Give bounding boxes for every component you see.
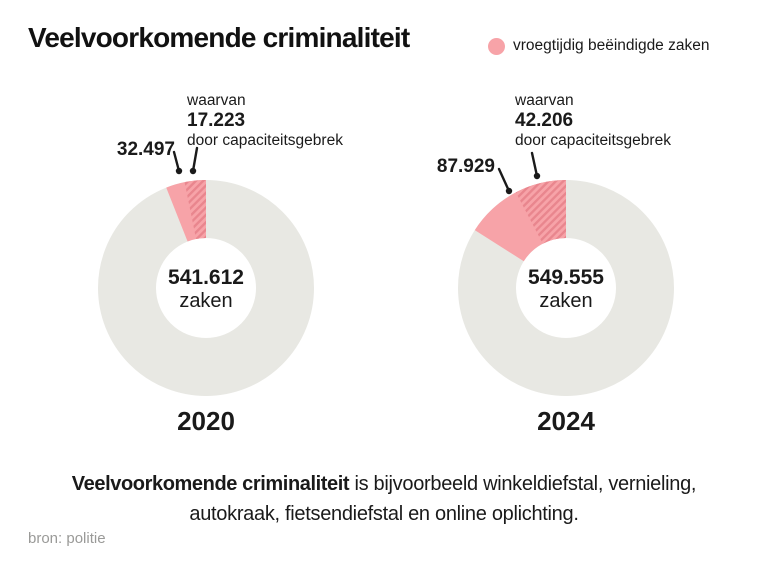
legend-label: vroegtijdig beëindigde zaken bbox=[513, 37, 710, 54]
year-label-2020: 2020 bbox=[177, 406, 235, 436]
leader-line bbox=[530, 151, 539, 178]
leader-line bbox=[191, 146, 199, 173]
legend: vroegtijdig beëindigde zaken bbox=[488, 37, 709, 55]
description-line1: Veelvoorkomende criminaliteit is bijvoor… bbox=[0, 469, 768, 499]
source-credit: bron: politie bbox=[28, 530, 106, 547]
leader-dot bbox=[533, 172, 541, 180]
description: Veelvoorkomende criminaliteit is bijvoor… bbox=[0, 469, 768, 529]
annotation-suffix: door capaciteitsgebrek bbox=[515, 132, 671, 149]
annotation-2024: waarvan 42.206 door capaciteitsgebrek bbox=[515, 91, 671, 150]
annotation-prefix: waarvan bbox=[187, 92, 246, 109]
leader-line bbox=[497, 167, 511, 193]
leader-dot bbox=[189, 167, 197, 175]
description-line2: autokraak, fietsendiefstal en online opl… bbox=[189, 503, 579, 525]
total-value-2020: 541.612 bbox=[168, 266, 244, 289]
annotation-suffix: door capaciteitsgebrek bbox=[187, 132, 343, 149]
leader-line bbox=[172, 150, 181, 173]
total-unit-2024: zaken bbox=[539, 290, 593, 312]
leader-dot bbox=[175, 167, 183, 175]
legend-dot-icon bbox=[488, 37, 505, 55]
total-unit-2020: zaken bbox=[179, 290, 233, 312]
page-title: Veelvoorkomende criminaliteit bbox=[28, 22, 410, 53]
description-bold: Veelvoorkomende criminaliteit bbox=[71, 473, 350, 495]
annotation-capacity-value: 42.206 bbox=[515, 110, 574, 131]
donut-center-2024: 549.555 zaken bbox=[486, 265, 646, 312]
year-label-2024: 2024 bbox=[537, 406, 595, 436]
donut-center-2020: 541.612 zaken bbox=[126, 265, 286, 312]
segment-capacity-shortage-2024 bbox=[515, 180, 566, 244]
annotation-prefix: waarvan bbox=[515, 92, 574, 109]
annotation-capacity-value: 17.223 bbox=[187, 110, 246, 131]
description-line1-rest: is bijvoorbeeld winkeldiefstal, vernieli… bbox=[349, 473, 697, 495]
annotation-2020: waarvan 17.223 door capaciteitsgebrek bbox=[187, 91, 343, 150]
total-value-2024: 549.555 bbox=[528, 266, 604, 289]
early-ended-value-2024: 87.929 bbox=[436, 156, 495, 177]
early-ended-value-2020: 32.497 bbox=[116, 139, 175, 160]
segment-capacity-shortage-2020 bbox=[184, 180, 206, 239]
leader-dot bbox=[505, 187, 513, 195]
